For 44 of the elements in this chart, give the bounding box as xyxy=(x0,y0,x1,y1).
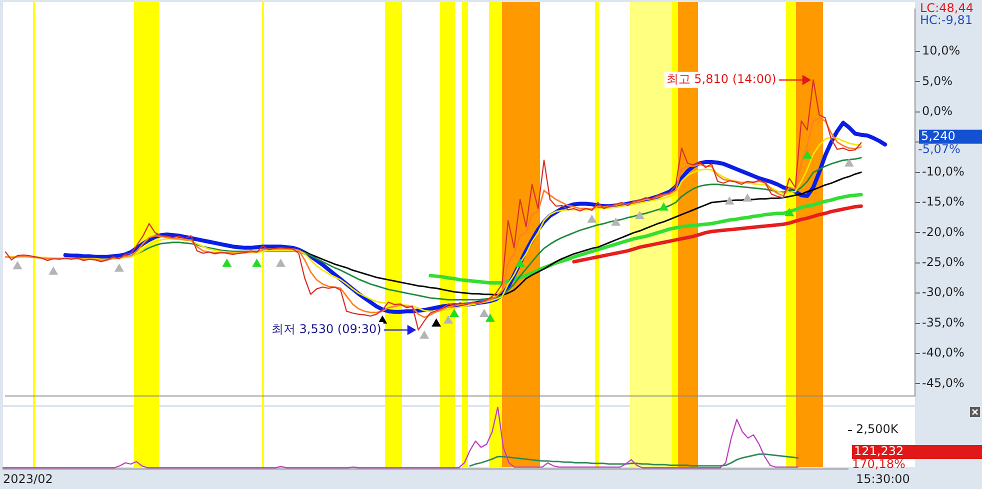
point xyxy=(611,218,620,226)
point xyxy=(432,318,441,327)
text: 121,232 xyxy=(854,444,904,458)
point xyxy=(802,150,812,159)
text: 2023/02 xyxy=(3,472,53,486)
y-tick-label: -30,0% xyxy=(922,285,964,300)
text: LC:48,44 xyxy=(920,1,974,16)
y-tick-label: -40,0% xyxy=(922,346,964,360)
point xyxy=(635,211,644,220)
point xyxy=(48,266,58,275)
point xyxy=(480,309,489,317)
y-tick-label: -35,0% xyxy=(922,315,964,330)
text: 170,18% xyxy=(852,457,906,472)
point xyxy=(13,262,22,270)
point xyxy=(725,196,734,205)
annotation: 최저 3,530 (09:30) xyxy=(271,322,382,336)
text: HC:-9,81 xyxy=(920,13,972,28)
point xyxy=(659,202,668,211)
y-tick-label: 0,0% xyxy=(922,104,952,118)
text: 2,500K xyxy=(856,422,900,436)
y-tick-label: -15,0% xyxy=(922,194,964,209)
point xyxy=(114,264,124,272)
point xyxy=(587,215,596,223)
point xyxy=(222,259,232,267)
y-tick-label: -25,0% xyxy=(922,255,964,270)
point xyxy=(252,259,262,267)
point xyxy=(276,259,286,267)
point xyxy=(743,194,752,202)
text: 5,240 xyxy=(921,128,956,143)
y-tick-label: -45,0% xyxy=(922,376,964,390)
point xyxy=(450,309,459,317)
point xyxy=(420,331,429,339)
y-tick-label: -10,0% xyxy=(922,164,964,178)
point xyxy=(784,208,794,216)
point xyxy=(486,314,495,322)
annotation: 최고 5,810 (14:00) xyxy=(666,72,776,86)
y-tick-label: -20,0% xyxy=(922,224,964,239)
point xyxy=(844,158,854,167)
point xyxy=(516,259,524,267)
text: 15:30:00 xyxy=(856,472,910,486)
point xyxy=(444,316,453,324)
y-tick-label: 5,0% xyxy=(922,74,952,88)
y-tick-label: 10,0% xyxy=(922,44,960,58)
text: -5,07% xyxy=(918,142,960,156)
